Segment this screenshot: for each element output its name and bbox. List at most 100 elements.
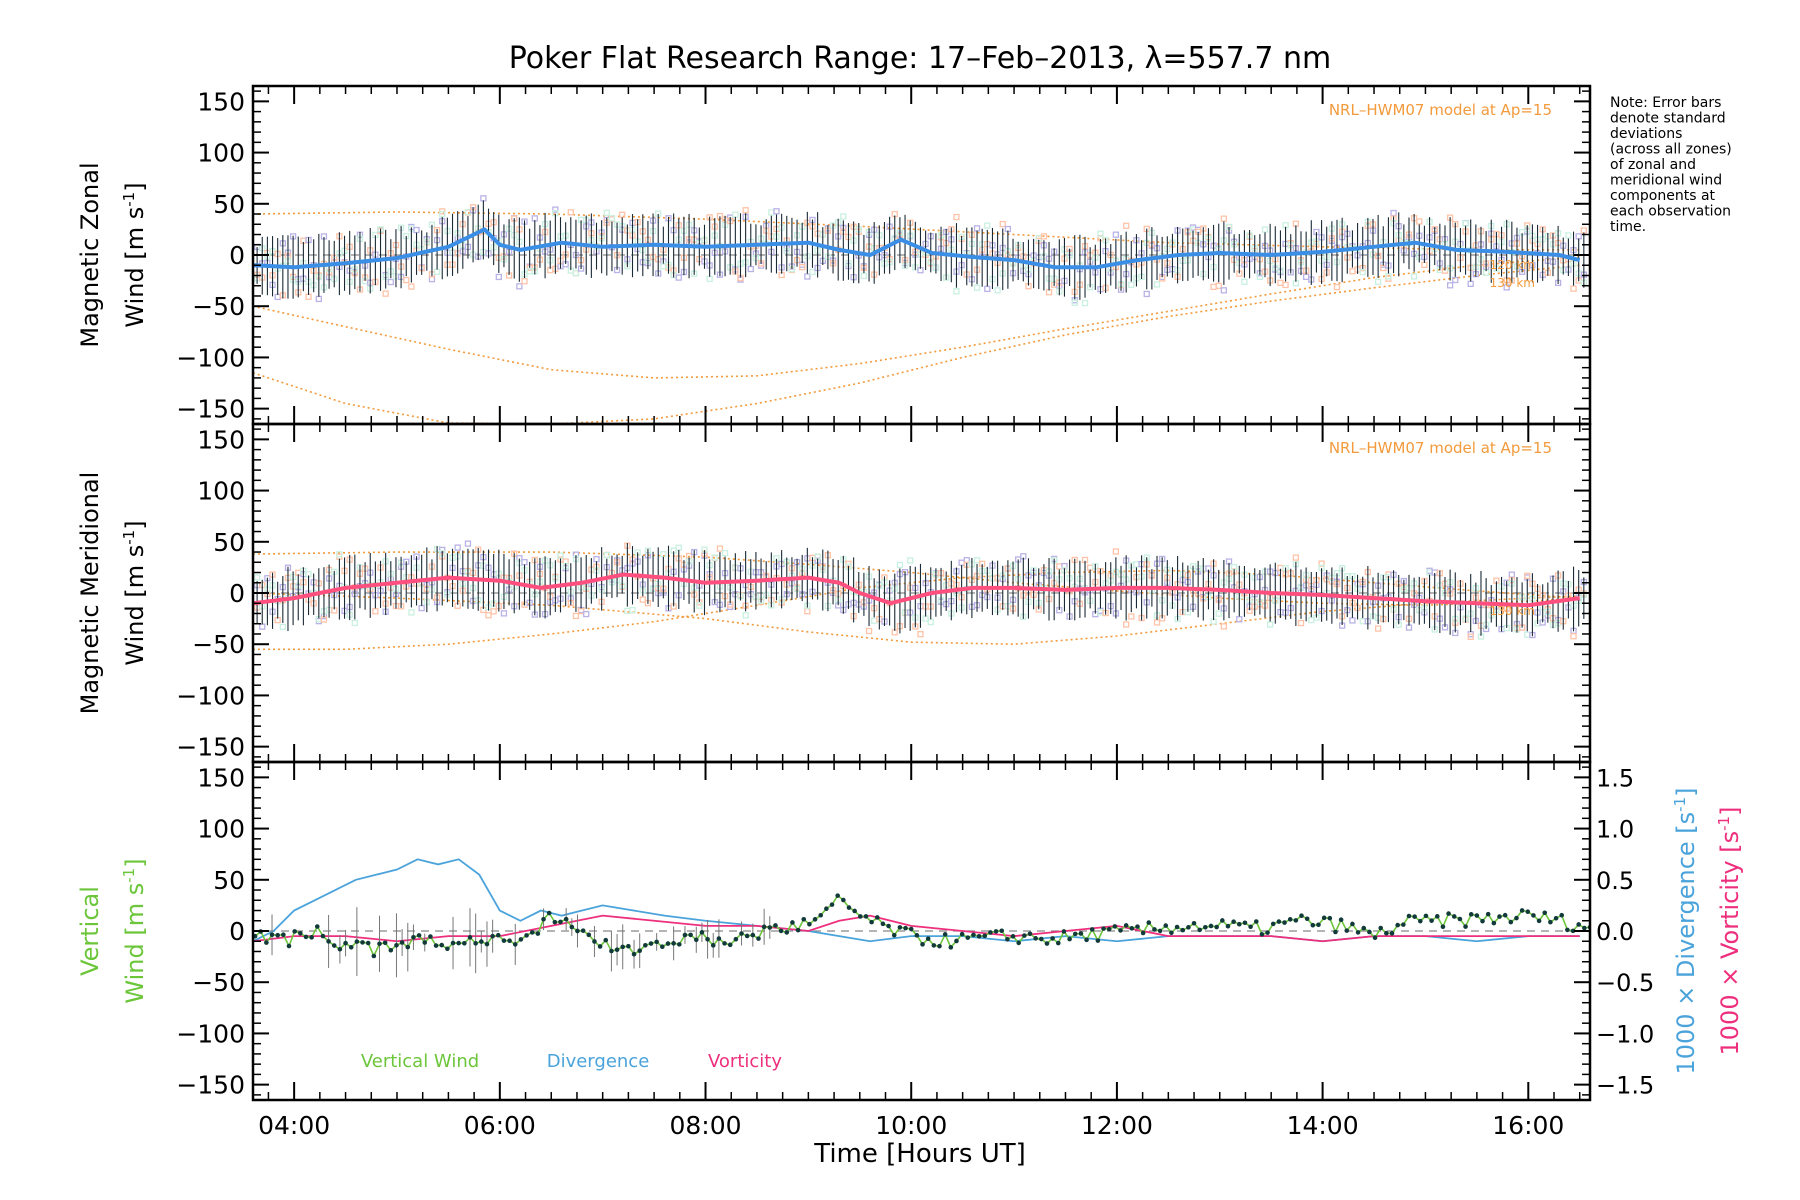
- vertical-wind-point: [1169, 930, 1174, 936]
- vertical-wind-point: [371, 953, 377, 959]
- zone-sample: [1071, 299, 1078, 306]
- vertical-wind-point: [1440, 924, 1446, 930]
- zone-sample: [1112, 548, 1120, 555]
- vertical-wind-point: [1502, 912, 1508, 918]
- legend-label: Divergence: [547, 1051, 650, 1072]
- zone-sample: [1256, 273, 1264, 280]
- vertical-wind-point: [925, 936, 931, 941]
- legend-label: Vertical Wind: [361, 1051, 479, 1072]
- vertical-wind-point: [575, 928, 580, 934]
- series-line-vertical: [254, 894, 1590, 958]
- y-label-line1: Vertical: [76, 886, 104, 976]
- vertical-wind-point: [676, 942, 682, 947]
- vertical-wind-point: [1163, 923, 1169, 928]
- vertical-wind-point: [1542, 910, 1548, 916]
- vertical-wind-point: [1231, 919, 1236, 925]
- y-tick-label: −50: [192, 968, 245, 997]
- zone-sample: [1133, 561, 1140, 568]
- vertical-wind-point: [1412, 914, 1417, 919]
- y-tick-label: −100: [176, 343, 245, 372]
- vertical-wind-point: [360, 940, 365, 945]
- vertical-wind-point: [1378, 925, 1384, 931]
- vertical-wind-point: [1174, 924, 1180, 930]
- zone-sample: [629, 607, 636, 614]
- zone-sample: [259, 623, 266, 630]
- vertical-wind-point: [965, 935, 971, 940]
- vertical-wind-point: [416, 933, 422, 938]
- note-line: denote standard: [1610, 111, 1726, 127]
- vertical-wind-point: [948, 945, 954, 950]
- y-tick-label: 0: [229, 241, 245, 270]
- vertical-wind-point: [1197, 927, 1202, 933]
- vertical-wind-point: [705, 937, 710, 942]
- vertical-wind-point: [1112, 924, 1118, 929]
- vertical-wind-point: [292, 929, 297, 934]
- vertical-wind-point: [801, 916, 807, 922]
- zone-sample: [1452, 276, 1459, 284]
- vertical-wind-point: [1208, 923, 1214, 929]
- zone-sample: [403, 276, 410, 284]
- vertical-wind-point: [388, 947, 394, 953]
- zone-sample: [485, 612, 492, 619]
- vertical-wind-point: [643, 942, 648, 948]
- y-tick-label: 100: [197, 139, 245, 168]
- vertical-wind-point: [569, 924, 575, 930]
- vertical-wind-point: [1140, 930, 1146, 936]
- vertical-wind-point: [1485, 911, 1491, 917]
- zone-sample: [747, 265, 754, 273]
- vertical-wind-point: [920, 942, 925, 947]
- zone-sample: [1359, 618, 1366, 625]
- zone-sample: [1405, 624, 1413, 631]
- vertical-wind-point: [314, 924, 320, 929]
- zone-sample: [1308, 616, 1315, 624]
- vertical-wind-point: [541, 916, 546, 922]
- zone-sample: [1215, 282, 1222, 289]
- zone-sample: [1040, 233, 1048, 240]
- zone-sample: [516, 283, 523, 290]
- zone-sample: [742, 207, 749, 214]
- zone-sample: [1359, 268, 1366, 276]
- zone-sample: [413, 226, 420, 234]
- zone-sample: [1467, 633, 1474, 641]
- x-tick-label: 04:00: [258, 1111, 330, 1140]
- vertical-wind-point: [1055, 940, 1061, 946]
- vertical-wind-point: [812, 917, 818, 922]
- vertical-wind-point: [959, 931, 965, 937]
- vertical-wind-point: [829, 902, 835, 907]
- zone-sample: [999, 220, 1006, 228]
- zone-sample: [721, 549, 729, 557]
- zone-sample: [1153, 619, 1161, 626]
- zone-sample: [1215, 610, 1222, 617]
- y2-tick-label: −1.5: [1596, 1072, 1654, 1100]
- y-tick-label: 0: [229, 917, 245, 946]
- vertical-wind-point: [456, 940, 461, 946]
- zone-sample: [973, 284, 981, 291]
- zone-sample: [1390, 209, 1397, 217]
- zone-sample: [557, 552, 564, 559]
- vertical-wind-point: [1186, 925, 1191, 930]
- y-label-line1: Magnetic Meridional: [76, 472, 104, 715]
- zone-sample: [315, 295, 322, 303]
- vertical-wind-point: [744, 933, 750, 939]
- vertical-wind-point: [795, 927, 801, 933]
- vertical-wind-point: [1253, 919, 1259, 924]
- x-tick-label: 06:00: [464, 1111, 536, 1140]
- vertical-wind-point: [1429, 918, 1434, 923]
- vertical-wind-point: [535, 931, 541, 936]
- y2-tick-label: −0.5: [1596, 969, 1654, 997]
- zone-sample: [953, 213, 960, 221]
- vertical-wind-point: [298, 930, 303, 936]
- vertical-wind-point: [699, 930, 705, 935]
- vertical-wind-point: [303, 934, 309, 940]
- vertical-wind-point: [778, 928, 784, 934]
- vertical-wind-point: [1236, 921, 1242, 927]
- series-line-zonal: [253, 227, 1581, 270]
- vertical-wind-point: [1078, 931, 1084, 936]
- y-label-line1: Magnetic Zonal: [76, 162, 104, 347]
- zone-sample: [1421, 261, 1428, 269]
- y2-tick-label: 1.5: [1596, 764, 1634, 792]
- vertical-wind-point: [1016, 940, 1021, 946]
- zone-sample: [1580, 227, 1587, 234]
- vertical-wind-point: [874, 915, 880, 920]
